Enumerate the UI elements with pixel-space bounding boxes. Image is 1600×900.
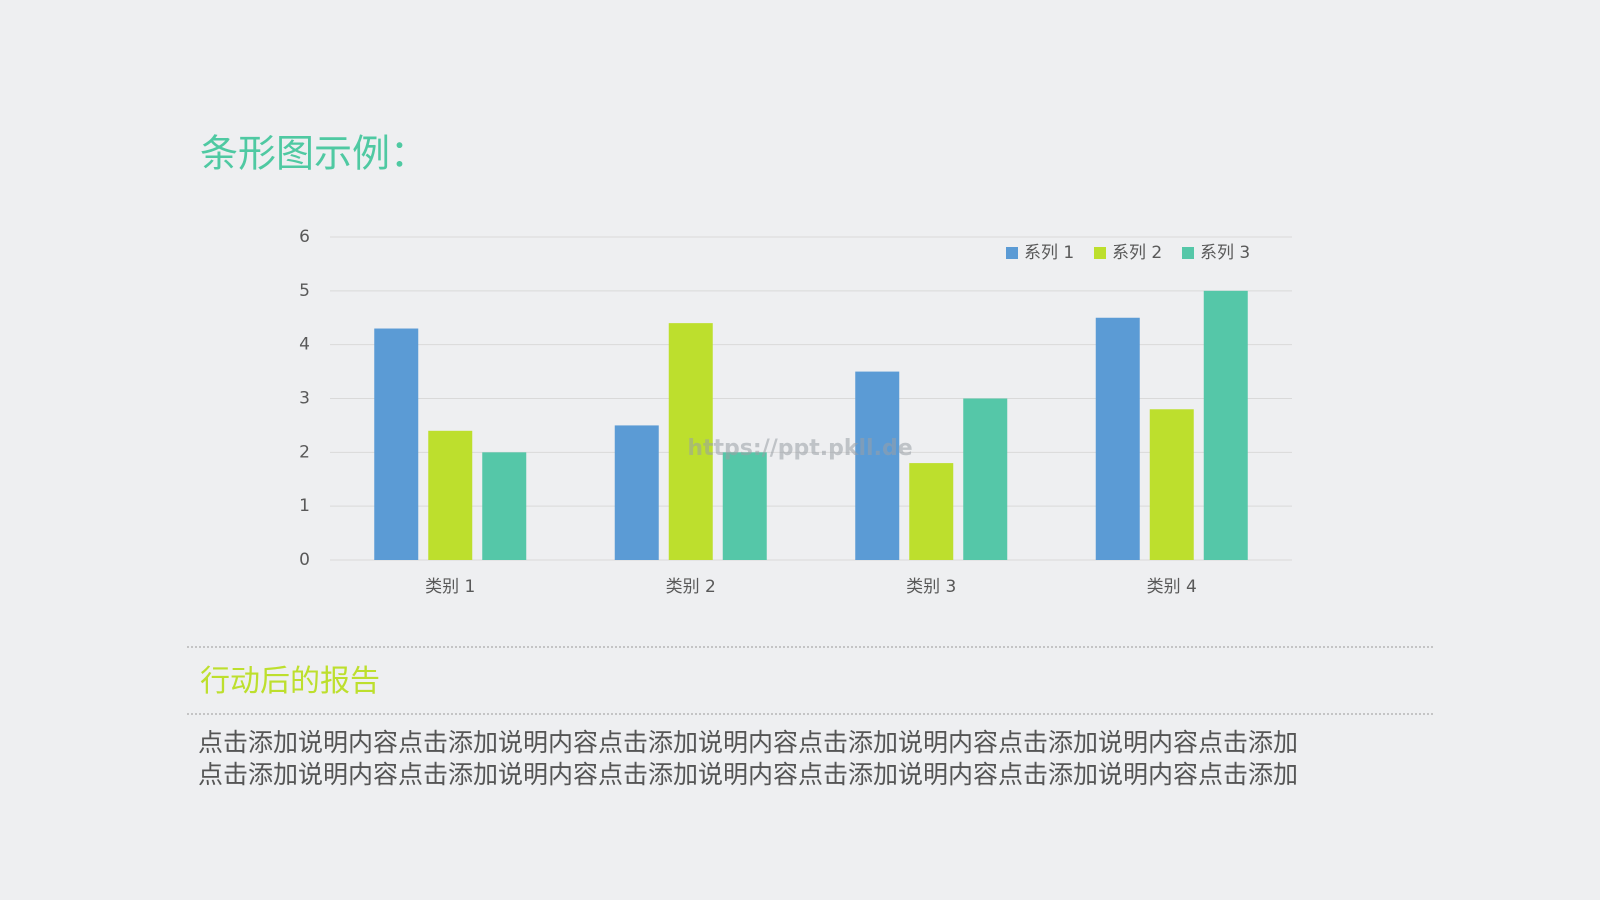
report-heading: 行动后的报告 [200,664,380,699]
bar [855,371,900,560]
legend-label: 系列 2 [1112,243,1162,263]
y-tick-label: 0 [299,550,310,570]
chart-title: 条形图示例： [200,132,428,176]
legend-swatch [1182,247,1194,259]
legend-label: 系列 3 [1200,243,1250,263]
legend-swatch [1094,247,1106,259]
x-tick-label: 类别 2 [666,577,716,597]
legend-label: 系列 1 [1024,243,1074,263]
y-tick-label: 4 [299,335,310,355]
y-tick-label: 5 [299,281,310,301]
bar [668,323,713,560]
x-tick-label: 类别 3 [906,577,956,597]
report-body: 点击添加说明内容点击添加说明内容点击添加说明内容点击添加说明内容点击添加说明内容… [198,760,1298,789]
bar [428,430,473,560]
bar [614,425,659,560]
x-tick-label: 类别 4 [1147,577,1197,597]
bar [909,463,954,560]
watermark: https://ppt.pkll.de [687,436,912,461]
y-tick-label: 1 [299,496,310,516]
bar [1149,409,1194,560]
bar [374,328,419,560]
y-tick-label: 3 [299,389,310,409]
y-tick-label: 6 [299,227,310,247]
bar [963,398,1008,560]
bar [482,452,527,560]
bar [1203,290,1248,560]
x-tick-label: 类别 1 [425,577,475,597]
report-body: 点击添加说明内容点击添加说明内容点击添加说明内容点击添加说明内容点击添加说明内容… [198,728,1298,757]
y-tick-label: 2 [299,442,310,462]
legend-swatch [1006,247,1018,259]
bar [722,452,767,560]
bar [1095,317,1140,560]
